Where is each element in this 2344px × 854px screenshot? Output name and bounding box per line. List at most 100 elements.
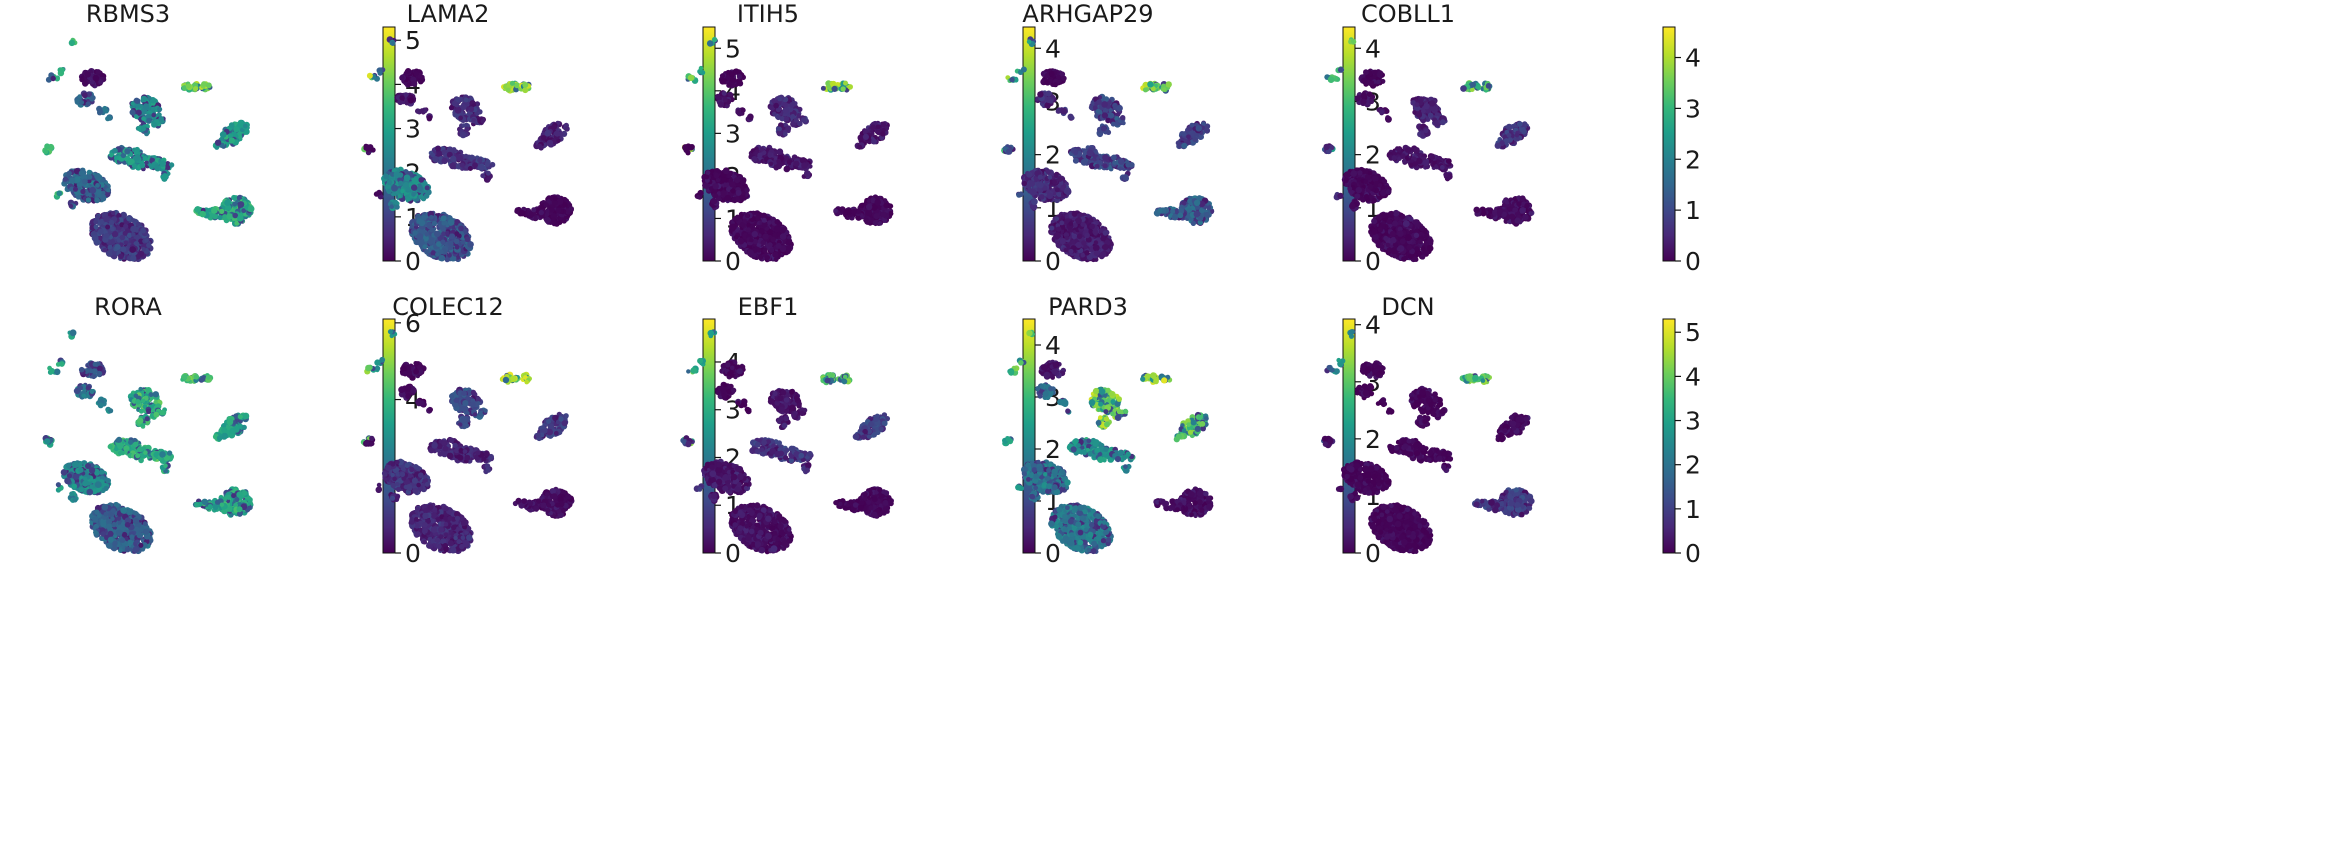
panels-layer: RBMS3012345LAMA2012345ITIH501234ARHGAP29… bbox=[42, 0, 1701, 568]
cell-point bbox=[140, 95, 148, 103]
cell-point bbox=[429, 215, 434, 220]
cell-point bbox=[243, 128, 250, 135]
cell-point bbox=[711, 36, 718, 43]
cell-point bbox=[704, 174, 710, 180]
cell-point bbox=[423, 193, 430, 199]
cell-point bbox=[199, 210, 206, 218]
cell-point bbox=[447, 218, 455, 226]
cell-point bbox=[762, 233, 769, 240]
cell-point bbox=[131, 163, 137, 169]
cell-point bbox=[759, 147, 765, 152]
cell-point bbox=[214, 145, 220, 150]
cell-point bbox=[705, 170, 711, 176]
cell-point bbox=[751, 156, 758, 163]
cell-point bbox=[688, 145, 694, 151]
cell-point bbox=[422, 244, 428, 250]
cell-point bbox=[403, 174, 411, 182]
cell-point bbox=[77, 94, 82, 99]
cell-point bbox=[749, 237, 754, 243]
cell-point bbox=[734, 235, 739, 240]
cell-point bbox=[93, 224, 99, 230]
cell-point bbox=[767, 152, 772, 157]
cell-point bbox=[464, 126, 470, 132]
cell-point bbox=[120, 152, 127, 159]
cell-point bbox=[85, 101, 91, 107]
cell-point bbox=[729, 181, 736, 188]
cell-point bbox=[1057, 79, 1063, 84]
cell-point bbox=[129, 246, 136, 253]
cell-point bbox=[247, 205, 255, 213]
cell-point bbox=[744, 187, 750, 193]
cell-point bbox=[712, 183, 719, 190]
cell-point bbox=[877, 221, 883, 226]
cell-point bbox=[95, 239, 101, 246]
cell-point bbox=[390, 41, 396, 46]
cell-point bbox=[399, 95, 405, 101]
cell-point bbox=[130, 225, 137, 233]
cell-point bbox=[1037, 91, 1044, 98]
cell-point bbox=[242, 123, 248, 129]
cell-point bbox=[851, 209, 857, 215]
panel-title: RBMS3 bbox=[86, 0, 170, 28]
cell-point bbox=[84, 71, 91, 78]
cell-point bbox=[104, 233, 110, 238]
cell-point bbox=[114, 244, 121, 250]
cell-point bbox=[454, 221, 459, 226]
cell-point bbox=[790, 114, 796, 119]
cell-point bbox=[453, 238, 460, 245]
cell-point bbox=[120, 246, 127, 253]
cell-point bbox=[79, 100, 85, 105]
cell-point bbox=[729, 223, 736, 231]
cell-point bbox=[130, 101, 135, 106]
cell-point bbox=[531, 207, 537, 213]
cell-point bbox=[742, 218, 747, 224]
cell-point bbox=[561, 218, 567, 224]
cluster-mid bbox=[748, 144, 813, 180]
cell-point bbox=[220, 142, 225, 148]
cell-point bbox=[219, 208, 225, 214]
cell-point bbox=[68, 39, 76, 47]
cell-point bbox=[94, 173, 101, 180]
cell-point bbox=[519, 210, 526, 217]
cell-point bbox=[786, 245, 792, 251]
cell-point bbox=[82, 178, 88, 185]
cell-point bbox=[734, 177, 741, 184]
cell-point bbox=[554, 130, 561, 137]
cell-point bbox=[463, 153, 469, 159]
cell-point bbox=[95, 189, 102, 196]
cell-point bbox=[733, 68, 740, 75]
cell-point bbox=[756, 247, 762, 253]
cell-point bbox=[141, 126, 146, 132]
cell-point bbox=[407, 97, 415, 104]
cell-point bbox=[730, 188, 736, 194]
cell-point bbox=[803, 170, 811, 177]
cell-point bbox=[106, 115, 113, 121]
cell-point bbox=[454, 244, 460, 250]
cell-point bbox=[123, 240, 129, 245]
cell-point bbox=[104, 108, 109, 114]
cell-point bbox=[775, 162, 783, 170]
cell-point bbox=[747, 249, 754, 257]
cell-point bbox=[858, 203, 865, 209]
colorbar-tick-label: 5 bbox=[405, 26, 421, 55]
panel-title: ITIH5 bbox=[737, 0, 799, 28]
cell-point bbox=[875, 124, 881, 130]
cell-point bbox=[93, 219, 99, 225]
cell-point bbox=[1048, 98, 1054, 104]
cell-point bbox=[687, 74, 695, 82]
cluster-right-upper bbox=[212, 119, 250, 150]
panel-rbms3: RBMS3012345 bbox=[42, 0, 421, 276]
cell-point bbox=[866, 198, 872, 204]
cell-point bbox=[770, 236, 776, 243]
cell-point bbox=[862, 133, 870, 140]
cell-point bbox=[471, 117, 477, 123]
cell-point bbox=[142, 103, 150, 110]
cell-point bbox=[719, 73, 726, 79]
cell-point bbox=[847, 84, 853, 90]
cell-point bbox=[549, 207, 555, 213]
cell-point bbox=[54, 75, 60, 82]
cell-point bbox=[214, 139, 222, 146]
colorbar-tick-label: 4 bbox=[1045, 34, 1061, 63]
cell-point bbox=[86, 169, 92, 175]
